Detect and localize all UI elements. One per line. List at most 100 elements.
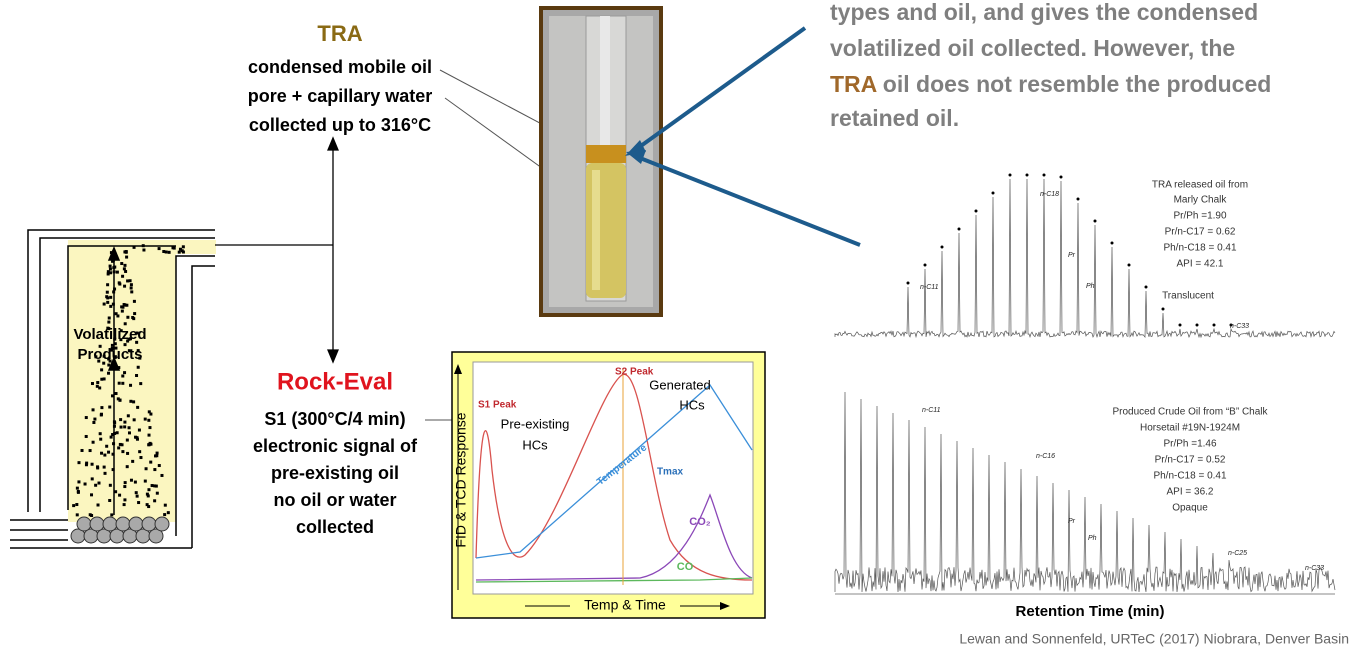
particle bbox=[104, 472, 107, 475]
bead bbox=[155, 517, 169, 531]
particle bbox=[84, 483, 87, 486]
particle bbox=[146, 503, 149, 506]
particle bbox=[77, 461, 80, 464]
particle bbox=[132, 400, 135, 403]
peak-dot bbox=[1162, 308, 1165, 311]
particle bbox=[123, 425, 126, 428]
particle bbox=[135, 374, 138, 377]
particle bbox=[94, 484, 97, 487]
particle bbox=[85, 463, 88, 466]
peak-label: n-C16 bbox=[1036, 453, 1055, 460]
particle bbox=[120, 426, 123, 429]
particle bbox=[107, 372, 110, 375]
particle bbox=[99, 438, 102, 441]
particle bbox=[123, 285, 126, 288]
peak-label: Ph bbox=[1086, 283, 1095, 290]
note-line: TRA oil does not resemble the produced bbox=[830, 71, 1271, 97]
particle bbox=[153, 499, 156, 502]
particle bbox=[113, 288, 116, 291]
peak-label: Pr bbox=[1068, 252, 1076, 259]
particle bbox=[178, 251, 181, 254]
bottom-info: Pr/Ph =1.46 bbox=[1163, 439, 1217, 450]
bottom-info: API = 36.2 bbox=[1167, 487, 1214, 498]
particle bbox=[149, 413, 152, 416]
particle bbox=[123, 264, 126, 267]
particle bbox=[147, 419, 150, 422]
particle bbox=[137, 366, 140, 369]
particle bbox=[162, 250, 165, 253]
bead bbox=[129, 517, 143, 531]
particle bbox=[106, 301, 109, 304]
peak-label: n-C11 bbox=[922, 407, 941, 414]
apparatus-label: Volatilized bbox=[73, 326, 146, 343]
particle bbox=[107, 321, 110, 324]
apparatus bbox=[10, 230, 216, 548]
particle bbox=[168, 251, 171, 254]
particle bbox=[124, 322, 127, 325]
particle bbox=[139, 456, 142, 459]
particle bbox=[130, 290, 133, 293]
particle bbox=[129, 400, 132, 403]
particle bbox=[92, 408, 95, 411]
particle bbox=[121, 382, 124, 385]
particle bbox=[118, 494, 121, 497]
particle bbox=[148, 426, 151, 429]
particle bbox=[120, 262, 123, 265]
particle bbox=[91, 477, 94, 480]
peak-dot bbox=[1094, 220, 1097, 223]
bead bbox=[90, 517, 104, 531]
particle bbox=[75, 503, 78, 506]
particle bbox=[130, 283, 133, 286]
pyrogram bbox=[452, 352, 765, 618]
particle bbox=[136, 495, 139, 498]
pre-existing: Pre-existing bbox=[501, 416, 570, 431]
particle bbox=[91, 382, 94, 385]
particle bbox=[123, 250, 126, 253]
particle bbox=[112, 468, 115, 471]
peak-dot bbox=[907, 282, 910, 285]
peak-dot bbox=[1060, 176, 1063, 179]
particle bbox=[100, 368, 103, 371]
particle bbox=[109, 265, 112, 268]
particle bbox=[103, 454, 106, 457]
particle bbox=[151, 484, 154, 487]
particle bbox=[100, 406, 103, 409]
note-text: oil does not resemble the produced bbox=[876, 71, 1271, 97]
particle bbox=[121, 306, 124, 309]
particle bbox=[156, 492, 159, 495]
rock-eval-line: collected bbox=[296, 517, 374, 537]
particle bbox=[111, 394, 114, 397]
particle bbox=[128, 426, 131, 429]
peak-dot bbox=[1009, 174, 1012, 177]
particle bbox=[160, 474, 163, 477]
particle bbox=[76, 487, 79, 490]
particle bbox=[118, 382, 121, 385]
particle bbox=[103, 466, 106, 469]
particle bbox=[123, 371, 126, 374]
particle bbox=[164, 504, 167, 507]
particle bbox=[100, 452, 103, 455]
particle bbox=[121, 450, 124, 453]
bottom-info: Produced Crude Oil from “B” Chalk bbox=[1112, 407, 1268, 418]
particle bbox=[112, 453, 115, 456]
peak-dot bbox=[1026, 174, 1029, 177]
rock-eval-line: pre-existing oil bbox=[271, 463, 399, 483]
s2-peak: S2 Peak bbox=[615, 367, 654, 378]
top-info: Ph/n-C18 = 0.41 bbox=[1163, 243, 1237, 254]
peak-dot bbox=[924, 264, 927, 267]
particle bbox=[115, 392, 118, 395]
particle bbox=[173, 247, 176, 250]
particle bbox=[126, 316, 129, 319]
particle bbox=[158, 247, 161, 250]
particle bbox=[106, 296, 109, 299]
particle bbox=[163, 513, 166, 516]
particle bbox=[97, 503, 100, 506]
particle bbox=[109, 484, 112, 487]
particle bbox=[96, 385, 99, 388]
particle bbox=[109, 268, 112, 271]
particle bbox=[112, 290, 115, 293]
particle bbox=[182, 245, 185, 248]
particle bbox=[136, 436, 139, 439]
particle bbox=[132, 317, 135, 320]
particle bbox=[96, 381, 99, 384]
